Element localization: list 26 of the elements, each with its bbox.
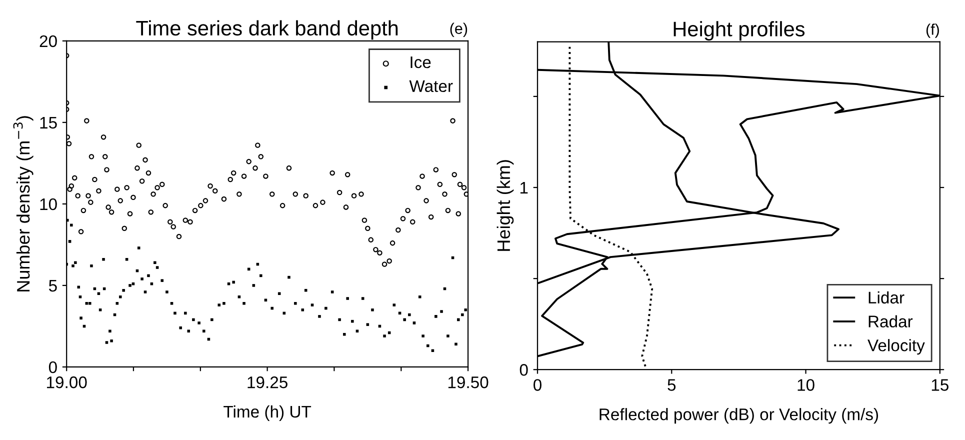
legend-label: Velocity	[868, 339, 925, 355]
x-axis-title: Time (h) UT	[224, 405, 312, 421]
y-axis-title: Height (km)	[496, 160, 514, 251]
y-tick-label: 0	[48, 361, 57, 374]
legend-label: Radar	[868, 315, 913, 328]
y-tick-label: 10	[40, 198, 57, 210]
y-axis-title: Number density (m$^{−3}$)	[13, 116, 34, 292]
x-tick-label: 10	[798, 379, 814, 391]
legend-label: Water	[409, 80, 453, 92]
x-tick-label: 15	[932, 379, 948, 391]
x-tick-label: 0	[534, 379, 542, 391]
chart-title: Height profiles	[674, 21, 805, 41]
text: (e)	[450, 22, 468, 37]
chart-title: Time series dark band depth	[136, 20, 398, 40]
x-tick-label: 19.25	[248, 376, 288, 388]
x-axis-title: Reflected power (dB) or Velocity (m/s)	[600, 408, 878, 424]
x-tick-label: 19.50	[448, 376, 488, 388]
y-tick-label: 1	[520, 182, 528, 194]
x-tick-label: 5	[668, 379, 676, 391]
y-tick-label: 20	[40, 35, 57, 48]
legend-label: Lidar	[868, 291, 904, 304]
x-tick-label: 19.00	[47, 376, 87, 388]
legend-label: Ice	[410, 56, 431, 68]
y-tick-label: 15	[40, 117, 57, 129]
text: (f)	[926, 24, 939, 38]
y-tick-label: 5	[48, 280, 57, 292]
